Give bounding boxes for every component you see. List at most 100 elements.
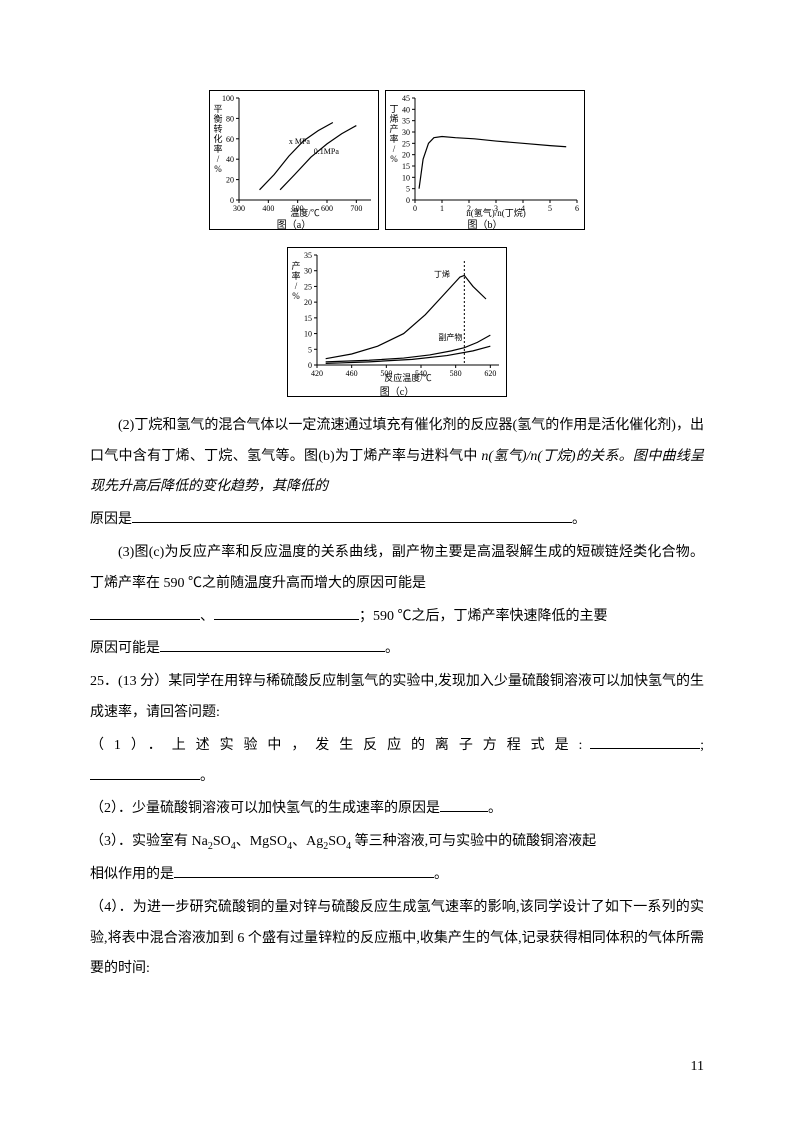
svg-text:%: % xyxy=(390,154,398,164)
q25-1-text: （1）．上述实验中，发生反应的离子方程式是: xyxy=(90,738,590,753)
para-3-reason: 原因可能是。 xyxy=(90,634,704,665)
svg-text:600: 600 xyxy=(321,204,333,213)
svg-text:35: 35 xyxy=(402,117,410,126)
q25-3-tail: 相似作用的是。 xyxy=(90,860,704,891)
q25-3g: 相似作用的是 xyxy=(90,867,174,882)
svg-text:0: 0 xyxy=(308,361,312,370)
p3-mid: ；590 ℃之后，丁烯产率快速降低的主要 xyxy=(359,609,608,624)
svg-text:15: 15 xyxy=(402,162,410,171)
svg-text:x MPa: x MPa xyxy=(289,137,311,146)
svg-text:/: / xyxy=(217,154,220,164)
q25-2-text: （2）．少量硫酸铜溶液可以加快氢气的生成速率的原因是 xyxy=(90,801,440,816)
svg-text:15: 15 xyxy=(304,314,312,323)
svg-text:产: 产 xyxy=(291,260,300,271)
svg-text:化: 化 xyxy=(213,133,222,144)
chart-c: 42046050054058062005101520253035反应温度/℃产率… xyxy=(90,247,704,397)
svg-text:20: 20 xyxy=(402,151,410,160)
para-3-blanks: 、；590 ℃之后，丁烯产率快速降低的主要 xyxy=(90,602,704,633)
page-number: 11 xyxy=(691,1052,704,1083)
p3-text-a: (3)图(c)为反应产率和反应温度的关系曲线，副产物主要是高温裂解生成的短碳链烃… xyxy=(90,545,704,591)
svg-text:35: 35 xyxy=(304,251,312,260)
svg-text:衡: 衡 xyxy=(213,113,222,124)
blank-line xyxy=(590,735,700,749)
svg-text:反应温度/℃: 反应温度/℃ xyxy=(384,372,432,383)
chart-a: 300400500600700020406080100温度/℃平衡转化率/%x … xyxy=(209,90,379,230)
para-2-reason: 原因是。 xyxy=(90,505,704,536)
blank-line xyxy=(90,606,200,620)
svg-text:10: 10 xyxy=(402,173,410,182)
q25-2: （2）．少量硫酸铜溶液可以加快氢气的生成速率的原因是。 xyxy=(90,794,704,825)
svg-text:80: 80 xyxy=(226,114,234,123)
svg-text:700: 700 xyxy=(350,204,362,213)
blank-line xyxy=(132,509,572,523)
svg-text:副产物: 副产物 xyxy=(438,332,462,342)
q25-3b: SO xyxy=(213,834,231,849)
svg-text:30: 30 xyxy=(402,128,410,137)
body-text: (2)丁烷和氢气的混合气体以一定流速通过填充有催化剂的反应器(氢气的作用是活化催… xyxy=(90,411,704,985)
q25-4: （4）．为进一步研究硫酸铜的量对锌与硫酸反应生成氢气速率的影响,该同学设计了如下… xyxy=(90,893,704,985)
q25-3d: 、Ag xyxy=(292,834,323,849)
para-3: (3)图(c)为反应产率和反应温度的关系曲线，副产物主要是高温裂解生成的短碳链烃… xyxy=(90,538,704,600)
svg-text:率: 率 xyxy=(389,133,398,144)
svg-text:1: 1 xyxy=(440,204,444,213)
svg-text:20: 20 xyxy=(304,298,312,307)
svg-text:/: / xyxy=(295,281,298,291)
top-charts-row: 300400500600700020406080100温度/℃平衡转化率/%x … xyxy=(209,90,585,230)
p3-reason-label: 原因可能是 xyxy=(90,641,160,656)
q25-3c: 、MgSO xyxy=(236,834,287,849)
svg-text:图（a）: 图（a） xyxy=(277,219,311,230)
svg-text:0: 0 xyxy=(406,196,410,205)
svg-text:10: 10 xyxy=(304,329,312,338)
svg-text:100: 100 xyxy=(222,94,234,103)
blank-line xyxy=(90,766,200,780)
blank-line xyxy=(174,864,434,878)
q25-1: （1）．上述实验中，发生反应的离子方程式是:;。 xyxy=(90,731,704,793)
blank-line xyxy=(214,606,359,620)
svg-text:460: 460 xyxy=(346,369,358,378)
svg-text:图（b）: 图（b） xyxy=(468,219,503,230)
para-2: (2)丁烷和氢气的混合气体以一定流速通过填充有催化剂的反应器(氢气的作用是活化催… xyxy=(90,411,704,503)
svg-text:60: 60 xyxy=(226,135,234,144)
svg-text:率: 率 xyxy=(213,143,222,154)
svg-text:580: 580 xyxy=(450,369,462,378)
svg-text:30: 30 xyxy=(304,267,312,276)
svg-text:45: 45 xyxy=(402,94,410,103)
svg-text:5: 5 xyxy=(548,204,552,213)
q25-3a: （3）．实验室有 Na xyxy=(90,834,208,849)
q25-3: （3）．实验室有 Na2SO4、MgSO4、Ag2SO4 等三种溶液,可与实验中… xyxy=(90,827,704,858)
svg-text:420: 420 xyxy=(311,369,323,378)
svg-text:产: 产 xyxy=(389,123,398,134)
svg-text:0.1MPa: 0.1MPa xyxy=(314,147,340,156)
svg-text:25: 25 xyxy=(304,282,312,291)
p2-reason-label: 原因是 xyxy=(90,512,132,527)
charts-container: 300400500600700020406080100温度/℃平衡转化率/%x … xyxy=(90,90,704,397)
q25-3f: 等三种溶液,可与实验中的硫酸铜溶液起 xyxy=(351,834,596,849)
svg-text:0: 0 xyxy=(413,204,417,213)
svg-text:烯: 烯 xyxy=(389,113,398,124)
svg-text:40: 40 xyxy=(402,105,410,114)
svg-text:400: 400 xyxy=(262,204,274,213)
q25-head: 25．(13 分）某同学在用锌与稀硫酸反应制氢气的实验中,发现加入少量硫酸铜溶液… xyxy=(90,667,704,729)
svg-text:平: 平 xyxy=(213,104,222,114)
svg-text:20: 20 xyxy=(226,176,234,185)
blank-line xyxy=(160,638,385,652)
svg-text:%: % xyxy=(292,291,300,301)
svg-text:5: 5 xyxy=(308,345,312,354)
svg-text:丁: 丁 xyxy=(389,104,398,114)
svg-text:率: 率 xyxy=(291,270,300,281)
svg-text:25: 25 xyxy=(402,139,410,148)
svg-text:620: 620 xyxy=(484,369,496,378)
svg-text:/: / xyxy=(393,144,396,154)
svg-text:图（c）: 图（c） xyxy=(380,386,414,397)
svg-text:5: 5 xyxy=(406,185,410,194)
svg-text:n(氢气)/n(丁烷): n(氢气)/n(丁烷) xyxy=(466,207,526,218)
q25-3e: SO xyxy=(328,834,346,849)
svg-text:40: 40 xyxy=(226,155,234,164)
svg-text:6: 6 xyxy=(575,204,579,213)
chart-b: 0123456051015202530354045n(氢气)/n(丁烷)丁烯产率… xyxy=(385,90,585,230)
svg-text:300: 300 xyxy=(233,204,245,213)
svg-text:%: % xyxy=(214,164,222,174)
blank-line xyxy=(440,798,488,812)
svg-text:0: 0 xyxy=(230,196,234,205)
svg-text:转: 转 xyxy=(213,123,222,134)
